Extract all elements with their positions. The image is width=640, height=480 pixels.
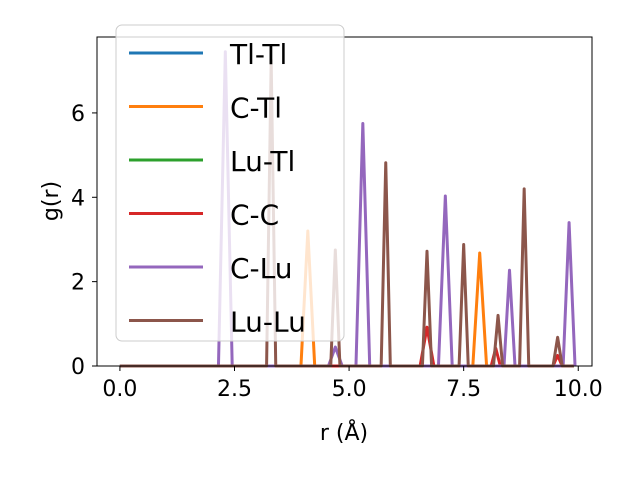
x-axis-label: r (Å) <box>320 419 368 446</box>
y-axis-label: g(r) <box>39 181 64 221</box>
legend: Tl-Tl C-Tl Lu-Tl C-C C-Lu Lu-Lu <box>115 24 345 342</box>
legend-label: C-Tl <box>230 92 282 125</box>
axes-layer: 0.0 2.5 5.0 7.5 10.0 0 2 4 6 <box>71 36 603 402</box>
legend-label: Lu-Tl <box>230 145 295 178</box>
x-tick-label: 2.5 <box>217 377 252 402</box>
legend-label: C-C <box>230 199 279 232</box>
x-tick-label: 7.5 <box>446 377 481 402</box>
legend-label: Lu-Lu <box>230 306 306 339</box>
x-tick-label: 0.0 <box>102 377 137 402</box>
y-tick-label: 6 <box>71 102 85 127</box>
x-tick-label: 5.0 <box>332 377 367 402</box>
legend-box <box>115 24 345 342</box>
x-tick-label: 10.0 <box>554 377 603 402</box>
y-tick-label: 2 <box>71 271 85 296</box>
y-tick-label: 0 <box>71 355 85 380</box>
legend-label: Tl-Tl <box>229 38 287 71</box>
y-tick-label: 4 <box>71 186 85 211</box>
legend-label: C-Lu <box>230 252 293 285</box>
